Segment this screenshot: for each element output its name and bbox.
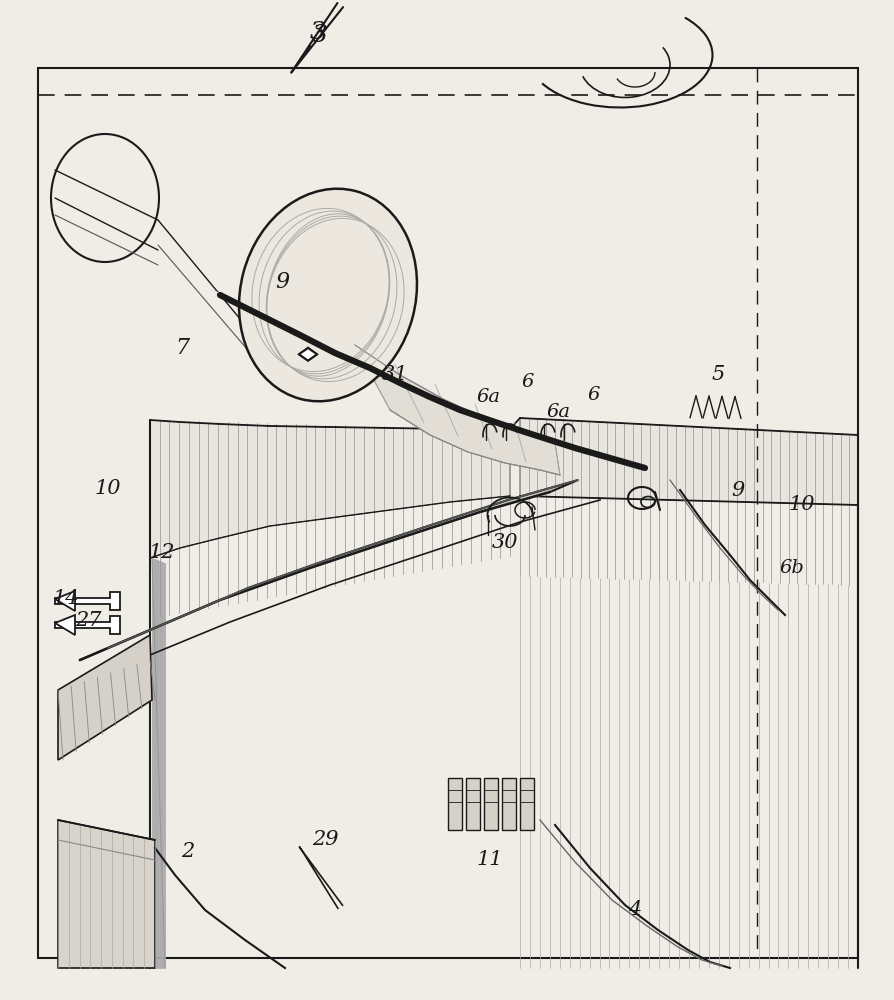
Polygon shape: [519, 778, 534, 830]
Text: 6b: 6b: [779, 559, 804, 577]
Text: 6a: 6a: [476, 388, 500, 406]
Polygon shape: [58, 820, 155, 968]
Polygon shape: [55, 591, 75, 611]
Polygon shape: [502, 778, 516, 830]
Text: 10: 10: [95, 479, 121, 497]
Text: 31: 31: [382, 365, 408, 384]
Polygon shape: [484, 778, 497, 830]
Polygon shape: [55, 592, 120, 610]
Text: 6a: 6a: [545, 403, 569, 421]
Polygon shape: [448, 778, 461, 830]
Polygon shape: [80, 480, 578, 660]
Text: 14: 14: [53, 588, 80, 607]
Text: 2: 2: [181, 842, 194, 861]
Ellipse shape: [239, 189, 417, 401]
Text: 5: 5: [711, 364, 724, 383]
Text: 6: 6: [521, 373, 534, 391]
Text: 7: 7: [174, 337, 189, 359]
Polygon shape: [55, 616, 120, 634]
Text: 6: 6: [587, 386, 600, 404]
Text: 27: 27: [75, 610, 101, 630]
Text: 3: 3: [312, 24, 327, 47]
Text: 29: 29: [311, 830, 338, 849]
Text: 30: 30: [491, 534, 518, 552]
Polygon shape: [38, 68, 857, 958]
Polygon shape: [466, 778, 479, 830]
Text: 11: 11: [477, 850, 502, 869]
Polygon shape: [55, 615, 75, 635]
Polygon shape: [58, 635, 152, 760]
Text: 12: 12: [148, 542, 175, 562]
Text: 4: 4: [628, 900, 641, 919]
Text: 3: 3: [309, 21, 325, 44]
Polygon shape: [150, 420, 510, 558]
Polygon shape: [355, 345, 560, 475]
Polygon shape: [519, 418, 857, 505]
Text: 10: 10: [788, 495, 814, 514]
Text: 9: 9: [274, 271, 289, 293]
Polygon shape: [299, 348, 316, 361]
Text: 9: 9: [730, 481, 744, 499]
